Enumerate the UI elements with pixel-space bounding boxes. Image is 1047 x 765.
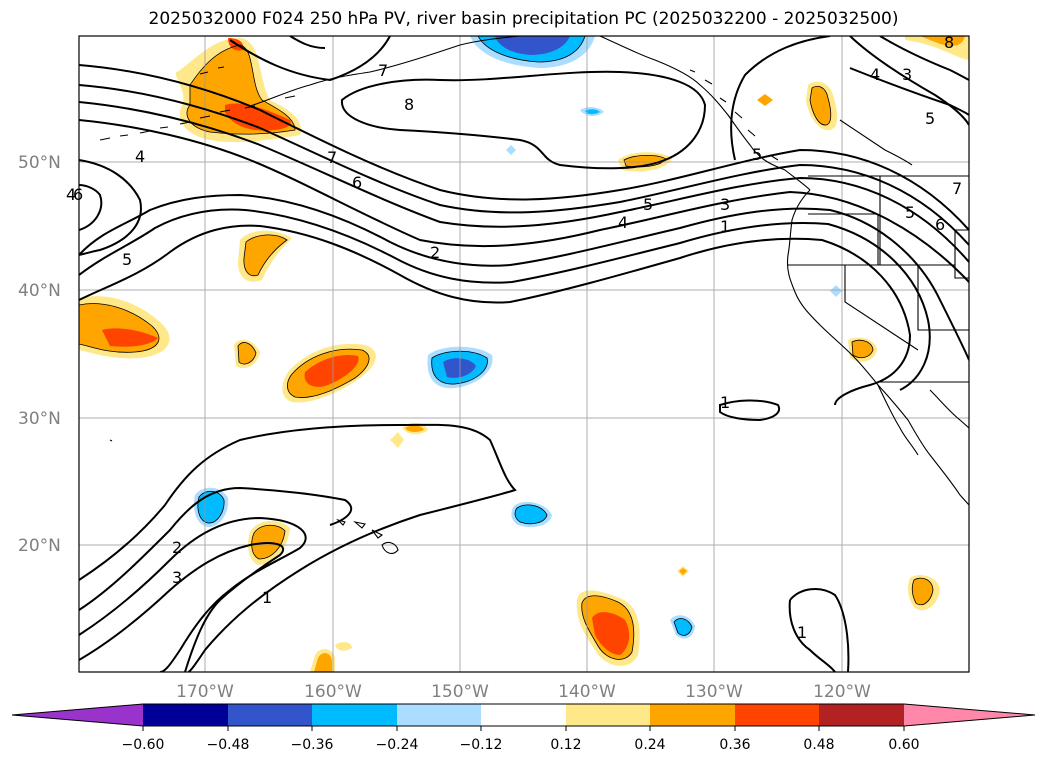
contour-label: 5 [925, 109, 935, 128]
contour-labels: 8 7 7 6 5 5 4 4 3 2 2 1 1 1 1 3 4 5 6 7 … [66, 33, 962, 642]
colorbar-segment [566, 704, 650, 726]
contour-label: 8 [944, 33, 954, 52]
colorbar-segment [819, 704, 904, 726]
lon-label: 120°W [813, 682, 871, 702]
map-title: 2025032000 F024 250 hPa PV, river basin … [148, 9, 899, 29]
contour-label: 7 [952, 179, 962, 198]
longitude-labels: 170°W 160°W 150°W 140°W 130°W 120°W [176, 682, 871, 702]
contour-label: 2 [430, 243, 440, 262]
lat-label: 40°N [18, 281, 61, 301]
contour-label: 3 [172, 568, 182, 587]
colorbar-tick-label: −0.48 [207, 737, 250, 753]
colorbar-tick-label: 0.24 [634, 737, 665, 753]
contour-label: 2 [172, 538, 182, 557]
graticule [79, 36, 969, 672]
contour-label: 6 [352, 173, 362, 192]
contour-label: 4 [135, 147, 145, 166]
contour-label: 5 [752, 145, 762, 164]
contour-label: 5 [905, 203, 915, 222]
lon-label: 170°W [176, 682, 234, 702]
contour-label: 3 [902, 65, 912, 84]
contour-label: 1 [720, 393, 730, 412]
contour-label: 5 [643, 195, 653, 214]
contour-label: 5 [122, 250, 132, 269]
colorbar-segment [481, 704, 566, 726]
lat-label: 50°N [18, 153, 61, 173]
colorbar: −0.60 −0.48 −0.36 −0.24 −0.12 0.12 0.24 … [11, 703, 1036, 753]
contour-label: 8 [404, 95, 414, 114]
contour-label: 6 [935, 215, 945, 234]
contour-label: 4 [66, 185, 76, 204]
contour-label: 4 [618, 213, 628, 232]
colorbar-extend-high [904, 704, 1035, 726]
contour-label: 4 [870, 65, 880, 84]
contour-label: 1 [720, 217, 730, 236]
colorbar-tick-label: −0.60 [122, 737, 165, 753]
colorbar-tick-label: −0.12 [460, 737, 503, 753]
contour-label: 7 [327, 148, 337, 167]
lat-label: 20°N [18, 536, 61, 556]
contour-label: 1 [262, 588, 272, 607]
lon-label: 160°W [304, 682, 362, 702]
colorbar-segment [143, 704, 228, 726]
lon-label: 140°W [558, 682, 616, 702]
lon-label: 150°W [431, 682, 489, 702]
map-border [78, 35, 970, 673]
pv-contours [79, 36, 969, 672]
colorbar-segment [650, 704, 735, 726]
colorbar-tick-label: −0.24 [376, 737, 419, 753]
colorbar-extend-low [12, 704, 143, 726]
colorbar-segment [397, 704, 481, 726]
contour-label: 7 [378, 61, 388, 80]
latitude-labels: 50°N 40°N 30°N 20°N [18, 153, 61, 556]
colorbar-segment [735, 704, 819, 726]
contour-label: 1 [797, 623, 807, 642]
map-area[interactable] [79, 36, 969, 672]
colorbar-tick-label: −0.36 [291, 737, 334, 753]
colorbar-tick-label: 0.60 [888, 737, 919, 753]
lat-label: 30°N [18, 409, 61, 429]
colorbar-tick-label: 0.36 [719, 737, 750, 753]
contour-label: 3 [720, 195, 730, 214]
colorbar-tick-label: 0.12 [550, 737, 581, 753]
colorbar-segment [228, 704, 312, 726]
contour-label: 6 [73, 185, 83, 204]
coastlines [99, 36, 969, 554]
colorbar-segment [312, 704, 397, 726]
colorbar-tick-label: 0.48 [803, 737, 834, 753]
lon-label: 130°W [685, 682, 743, 702]
